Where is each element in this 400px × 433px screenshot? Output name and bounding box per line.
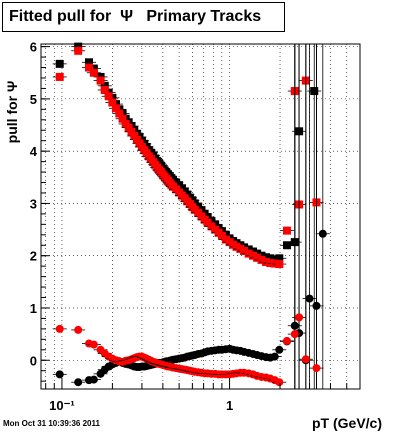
data-point (55, 370, 64, 379)
y-tick-label: 5 (30, 92, 37, 107)
data-point (270, 259, 279, 268)
data-point (244, 245, 253, 254)
y-tick-label: 4 (30, 144, 38, 159)
y-tick-label: 1 (30, 301, 37, 316)
data-point (244, 249, 253, 258)
data-point (104, 92, 113, 101)
data-point (312, 364, 321, 373)
data-point (124, 123, 133, 132)
data-point (89, 68, 98, 77)
data-point (100, 86, 109, 94)
y-tick-label: 0 (30, 353, 37, 368)
axis-ticks: 0 1 2 3 4 5 6 10⁻¹ 1 (30, 40, 361, 413)
data-point (115, 109, 124, 118)
data-points (52, 42, 330, 389)
chart-title: Fitted pull for Ψ Primary Tracks (9, 8, 262, 25)
y-axis-label: pull for Ψ (4, 81, 20, 144)
y-tick-label: 3 (30, 196, 37, 211)
data-point (262, 257, 271, 266)
data-point (74, 42, 83, 51)
data-point (262, 253, 271, 262)
y-tick-label: 6 (30, 40, 37, 55)
data-point (275, 378, 284, 387)
data-point (266, 259, 275, 268)
data-point (282, 241, 291, 250)
data-point (270, 352, 279, 361)
data-point (282, 336, 291, 345)
data-point (84, 63, 93, 72)
data-point (253, 249, 262, 258)
data-point (118, 114, 127, 123)
data-point (55, 72, 64, 81)
data-point (100, 81, 109, 90)
data-point (275, 254, 284, 263)
data-point (55, 324, 64, 333)
plot-frame (40, 43, 361, 390)
x-tick-label: 1 (226, 398, 233, 413)
data-point (249, 247, 258, 256)
data-point (74, 46, 83, 55)
data-point (270, 255, 279, 264)
data-point (253, 253, 262, 262)
x-axis-label: pT (GeV/c) (312, 415, 382, 431)
data-point (89, 340, 98, 349)
data-point (257, 251, 266, 260)
data-point (290, 330, 299, 339)
data-point (257, 255, 266, 264)
data-point (89, 64, 98, 73)
data-point (295, 313, 304, 322)
data-point (111, 104, 120, 113)
data-point (266, 254, 275, 263)
data-point (89, 375, 98, 384)
data-point (275, 260, 284, 269)
data-point (275, 345, 284, 354)
data-point (249, 251, 258, 260)
data-point (282, 226, 291, 235)
data-point (305, 294, 314, 303)
data-point (301, 355, 310, 364)
timestamp-footer: Mon Oct 31 10:39:36 2011 (3, 419, 100, 428)
data-point (84, 58, 93, 67)
x-tick-label: 10⁻¹ (49, 398, 75, 413)
data-point (127, 127, 136, 136)
data-point (318, 229, 327, 238)
data-point (108, 98, 117, 107)
data-point (310, 87, 319, 96)
y-tick-label: 2 (30, 249, 37, 264)
data-point (74, 325, 83, 334)
data-point (74, 378, 83, 387)
data-point (55, 59, 64, 68)
data-point (240, 247, 249, 255)
chart-title-box: Fitted pull for Ψ Primary Tracks (2, 2, 285, 32)
data-point (96, 76, 105, 85)
